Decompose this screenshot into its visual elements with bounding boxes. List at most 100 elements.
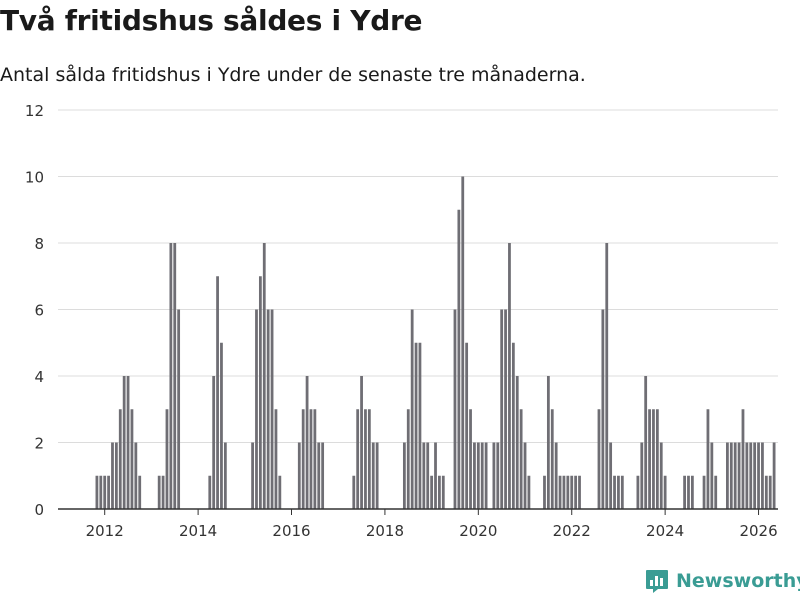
bar [601, 309, 605, 509]
bar [566, 475, 570, 509]
y-tick-label: 4 [34, 368, 44, 386]
bar [469, 409, 472, 509]
bar [764, 475, 768, 509]
x-tick-label: 2022 [553, 522, 591, 540]
bar [644, 376, 648, 509]
bar [554, 442, 558, 509]
bar [729, 442, 733, 509]
y-tick-label: 10 [25, 169, 44, 187]
bar [169, 243, 173, 509]
bar [508, 243, 511, 509]
bar [562, 475, 566, 509]
bar [652, 409, 655, 509]
bar [305, 376, 309, 509]
bar [473, 442, 476, 509]
bar [496, 442, 500, 509]
y-tick-label: 0 [34, 501, 44, 519]
bar [546, 376, 550, 509]
bar [130, 409, 134, 509]
bar [434, 442, 437, 509]
y-tick-label: 6 [34, 302, 44, 320]
bar [527, 475, 531, 509]
bar [617, 475, 620, 509]
bar [360, 376, 363, 509]
bar [714, 475, 718, 509]
bar [659, 442, 663, 509]
bar [406, 409, 410, 509]
y-tick-label: 8 [34, 235, 44, 253]
bar [220, 342, 223, 509]
bar [690, 475, 694, 509]
bar [636, 475, 640, 509]
bar [574, 475, 578, 509]
bar [620, 475, 624, 509]
bar [500, 309, 504, 509]
bar-chart: 0246810122201220142016201820202022202420… [25, 102, 778, 540]
bar [515, 376, 519, 509]
bar [364, 409, 367, 509]
bar [761, 442, 764, 509]
bar [757, 442, 760, 509]
bar [313, 409, 317, 509]
bar [737, 442, 741, 509]
bar [578, 475, 581, 509]
bar [371, 442, 375, 509]
x-tick-label: 2014 [179, 522, 217, 540]
bar [655, 409, 659, 509]
bar [216, 276, 219, 509]
bar [422, 442, 426, 509]
bar [663, 475, 667, 509]
bar [570, 475, 574, 509]
bar [278, 475, 282, 509]
bar [749, 442, 753, 509]
bar [465, 342, 469, 509]
bar [484, 442, 488, 509]
bar [511, 342, 515, 509]
bar [726, 442, 729, 509]
bar [114, 442, 118, 509]
bar [543, 475, 546, 509]
bar [706, 409, 710, 509]
bar [418, 342, 422, 509]
bar [741, 409, 745, 509]
x-tick-label: 2026 [739, 522, 777, 540]
bar [274, 409, 278, 509]
bar [177, 309, 181, 509]
bar [523, 442, 527, 509]
bar [103, 475, 107, 509]
bar [134, 442, 138, 509]
bar [476, 442, 480, 509]
bar [733, 442, 737, 509]
bar [111, 442, 114, 509]
chart-title: Två fritidshus såldes i Ydre [0, 4, 423, 37]
bar [255, 309, 258, 509]
bar [457, 209, 461, 509]
bar [352, 475, 356, 509]
bar [687, 475, 690, 509]
bar [504, 309, 507, 509]
x-tick-label: 2012 [86, 522, 124, 540]
bar [683, 475, 686, 509]
bar [453, 309, 457, 509]
bar [138, 475, 142, 509]
bar [613, 475, 616, 509]
bar [375, 442, 379, 509]
bar [212, 376, 216, 509]
x-tick-label: 2024 [646, 522, 684, 540]
x-tick-label: 2016 [272, 522, 310, 540]
bar [297, 442, 301, 509]
bar [270, 309, 274, 509]
bar [317, 442, 321, 509]
chart-subtitle: Antal sålda fritidshus i Ydre under de s… [0, 64, 586, 86]
y-tick-label: 12 [25, 102, 44, 120]
bar [605, 243, 609, 509]
bar [710, 442, 714, 509]
bar [118, 409, 122, 509]
bar [519, 409, 523, 509]
newsworthy-logo-icon [646, 570, 668, 593]
bar [99, 475, 103, 509]
bar [414, 342, 418, 509]
bar [550, 409, 554, 509]
bar [107, 475, 110, 509]
bar [702, 475, 706, 509]
